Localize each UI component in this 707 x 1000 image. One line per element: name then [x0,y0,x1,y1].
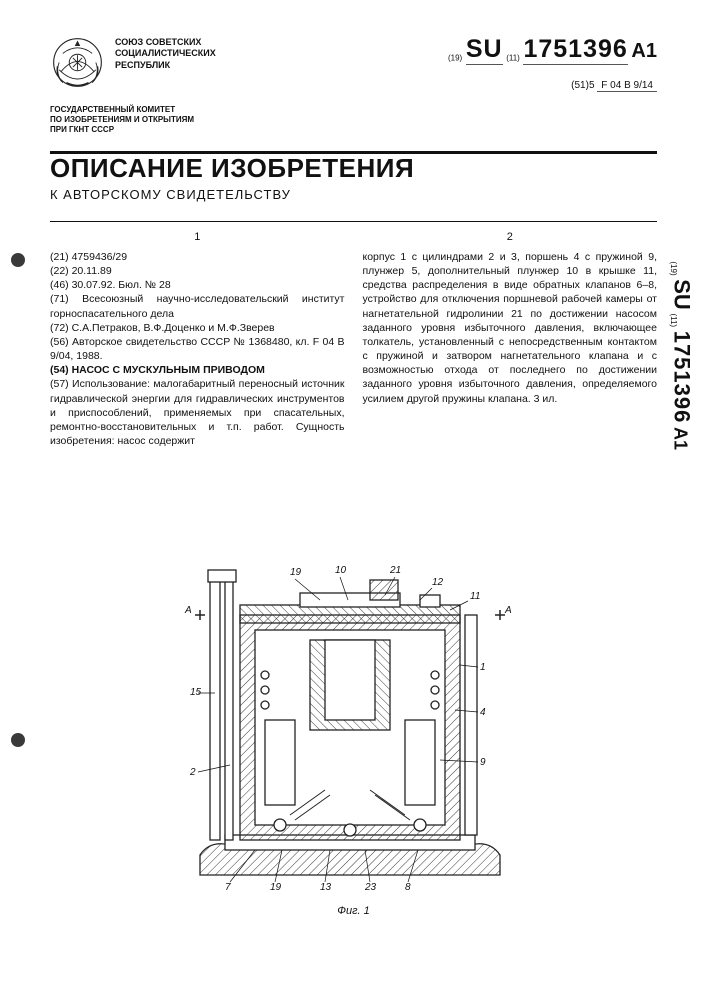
document-number: (19) SU (11) 1751396 A1 [448,35,657,65]
ussr-label: СОЮЗ СОВЕТСКИХ СОЦИАЛИСТИЧЕСКИХ РЕСПУБЛИ… [115,37,216,71]
ref-label: 21 [389,565,401,576]
ref-label: A [184,605,192,616]
divider [50,221,657,222]
ref-label: 13 [320,882,332,893]
ref-label: 8 [405,882,411,893]
biblio-46: (46) 30.07.92. Бюл. № 28 [50,278,345,292]
ref-label: 1 [480,662,486,673]
ref-label: 10 [335,565,347,576]
ref-label: 4 [480,707,486,718]
side-document-number: (19) SU (11) 1751396 A1 [669,261,695,450]
side-su: SU [670,279,695,310]
biblio-72: (72) С.А.Петраков, В.Ф.Доценко и М.Ф.Зве… [50,321,345,335]
code-number: 1751396 [523,35,627,65]
ref-label: 2 [189,767,196,778]
figure-1: 19 10 21 12 11 A 1 4 9 [170,555,530,905]
patent-page: СОЮЗ СОВЕТСКИХ СОЦИАЛИСТИЧЕСКИХ РЕСПУБЛИ… [0,0,707,1000]
abstract-57: (57) Использование: малогабаритный перен… [50,377,345,448]
ipc-prefix: (51)5 [571,80,594,91]
code-11: (11) [506,54,520,63]
column-number: 1 [50,230,345,245]
biblio-21: (21) 4759436/29 [50,250,345,264]
ussr-line: РЕСПУБЛИК [115,60,216,71]
committee-line: ГОСУДАРСТВЕННЫЙ КОМИТЕТ [50,105,194,115]
column-left: 1 (21) 4759436/29 (22) 20.11.89 (46) 30.… [50,230,345,448]
ipc-classification: (51)5 F 04 B 9/14 [571,80,657,91]
biblio-71: (71) Всесоюзный научно-исследовательский… [50,292,345,320]
side-num: 1751396 [670,331,695,424]
side-19: (19) [669,261,678,275]
document-title: ОПИСАНИЕ ИЗОБРЕТЕНИЯ [50,153,414,184]
punch-holes [8,0,28,1000]
ussr-line: СОЦИАЛИСТИЧЕСКИХ [115,48,216,59]
ref-label: 11 [470,591,480,602]
ref-label: 19 [270,882,282,893]
invention-title: (54) НАСОС С МУСКУЛЬНЫМ ПРИВОДОМ [50,363,345,377]
ipc-value: F 04 B 9/14 [597,80,657,92]
side-a1: A1 [671,427,691,450]
code-a1: A1 [631,40,657,62]
document-subtitle: К АВТОРСКОМУ СВИДЕТЕЛЬСТВУ [50,187,291,202]
code-19: (19) [448,54,462,63]
abstract-continued: корпус 1 с цилиндрами 2 и 3, поршень 4 с… [363,250,658,406]
committee-line: ПРИ ГКНТ СССР [50,125,194,135]
biblio-56: (56) Авторское свидетельство СССР № 1368… [50,335,345,363]
side-11: (11) [669,313,678,327]
ussr-emblem-icon [50,35,105,90]
ref-label: A [504,605,512,616]
biblio-22: (22) 20.11.89 [50,264,345,278]
column-right: 2 корпус 1 с цилиндрами 2 и 3, поршень 4… [363,230,658,448]
column-number: 2 [363,230,658,245]
ussr-line: СОЮЗ СОВЕТСКИХ [115,37,216,48]
ref-label: 19 [290,567,302,578]
committee-line: ПО ИЗОБРЕТЕНИЯМ И ОТКРЫТИЯМ [50,115,194,125]
abstract-columns: 1 (21) 4759436/29 (22) 20.11.89 (46) 30.… [50,230,657,448]
ref-label: 23 [364,882,377,893]
ref-label: 9 [480,757,486,768]
figure-caption: Фиг. 1 [50,905,657,917]
ref-label: 15 [190,687,202,698]
code-su: SU [466,35,503,65]
ref-label: 12 [432,577,444,588]
header: СОЮЗ СОВЕТСКИХ СОЦИАЛИСТИЧЕСКИХ РЕСПУБЛИ… [50,35,657,130]
committee-label: ГОСУДАРСТВЕННЫЙ КОМИТЕТ ПО ИЗОБРЕТЕНИЯМ … [50,105,194,135]
ref-label: 7 [225,882,231,893]
